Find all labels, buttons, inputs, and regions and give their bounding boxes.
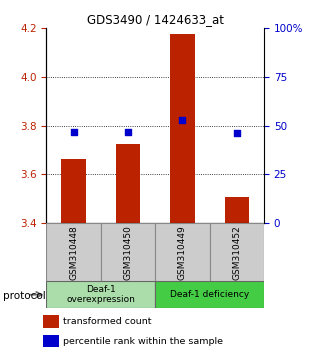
Bar — [46, 281, 155, 308]
Point — [125, 129, 131, 135]
Bar — [61, 159, 86, 223]
Bar — [43, 315, 59, 328]
Text: GSM310450: GSM310450 — [124, 225, 132, 280]
Bar — [116, 144, 140, 223]
Text: GSM310449: GSM310449 — [178, 225, 187, 280]
Text: protocol: protocol — [3, 291, 46, 301]
Bar — [210, 223, 264, 281]
Point — [180, 117, 185, 122]
Bar — [155, 223, 210, 281]
Bar — [101, 223, 155, 281]
Bar — [46, 223, 101, 281]
Text: GSM310452: GSM310452 — [232, 225, 241, 280]
Text: Deaf-1
overexpression: Deaf-1 overexpression — [66, 285, 135, 304]
Text: GSM310448: GSM310448 — [69, 225, 78, 280]
Text: Deaf-1 deficiency: Deaf-1 deficiency — [170, 290, 249, 299]
Text: percentile rank within the sample: percentile rank within the sample — [63, 337, 223, 346]
Bar — [155, 281, 264, 308]
Point — [71, 129, 76, 135]
Bar — [225, 198, 249, 223]
Bar — [43, 335, 59, 347]
Title: GDS3490 / 1424633_at: GDS3490 / 1424633_at — [87, 13, 224, 26]
Text: transformed count: transformed count — [63, 317, 151, 326]
Point — [234, 130, 239, 136]
Bar — [170, 34, 195, 223]
